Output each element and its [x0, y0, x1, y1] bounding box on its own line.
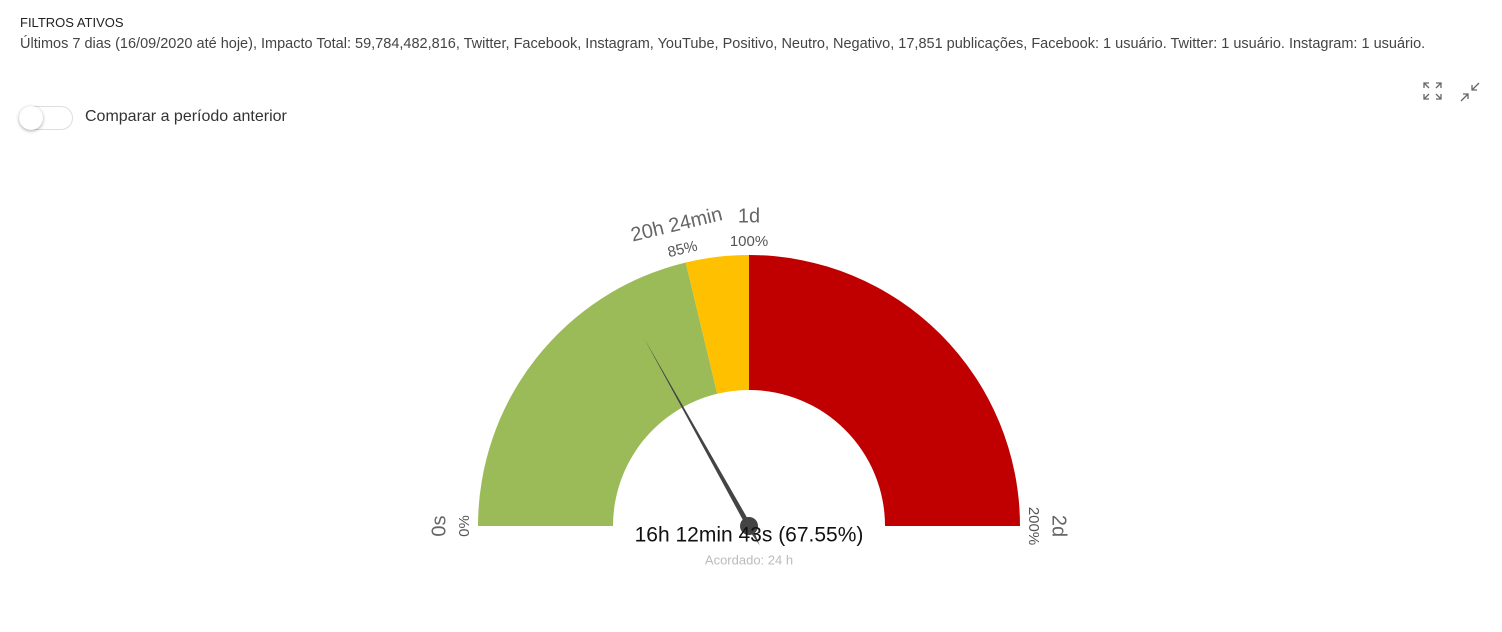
percent-tick-label: 0%: [456, 515, 473, 537]
filters-text: Últimos 7 dias (16/09/2020 até hoje), Im…: [20, 36, 1426, 52]
gauge-band: [685, 255, 749, 394]
shrink-icon[interactable]: [1460, 82, 1480, 102]
gauge-needle: [644, 338, 760, 546]
toggle-knob: [19, 106, 43, 130]
percent-tick-label: 100%: [730, 233, 768, 250]
time-tick-label: 1d: [738, 205, 760, 227]
filters-title: FILTROS ATIVOS: [20, 15, 124, 30]
percent-tick-label: 85%: [666, 238, 699, 262]
expand-icon[interactable]: [1423, 82, 1442, 100]
time-tick-label: 0s: [428, 515, 450, 536]
compare-toggle[interactable]: [19, 106, 73, 130]
gauge-band: [749, 255, 1020, 526]
gauge-band: [478, 262, 718, 526]
value-label: 16h 12min 43s (67.55%): [635, 524, 864, 547]
time-tick-label: 20h 24min: [629, 203, 725, 246]
needle-pivot: [740, 517, 758, 535]
time-tick-label: 2d: [1048, 515, 1070, 537]
gauge-subtitle: Acordado: 24 h: [705, 552, 793, 567]
percent-tick-label: 200%: [1025, 507, 1042, 545]
filters: FILTROS ATIVOS Últimos 7 dias (16/09/202…: [20, 15, 1440, 55]
toggle-label: Comparar a período anterior: [85, 108, 287, 125]
